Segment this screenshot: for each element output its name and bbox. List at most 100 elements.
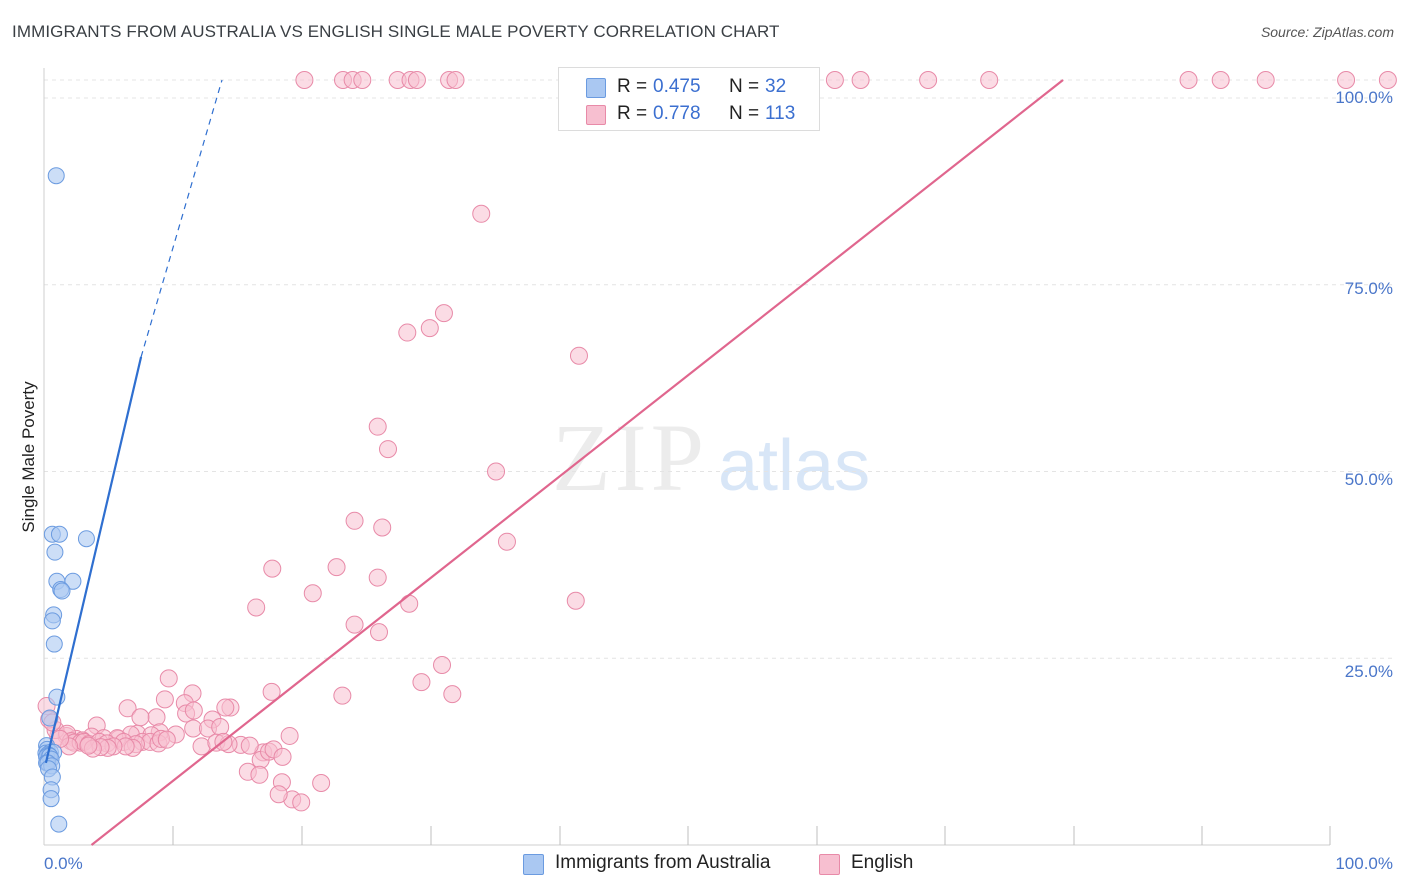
legend-n-label: N = (729, 76, 760, 97)
stats-legend: R = 0.475 N = 32 R = 0.778 N = 113 (558, 67, 820, 131)
english-point (184, 701, 203, 720)
english-point (216, 698, 235, 717)
english-point (1211, 71, 1230, 89)
english-point (1256, 71, 1275, 89)
australia-point (41, 709, 59, 727)
legend-row-english: R = 0.778 N = 113 (559, 100, 819, 128)
english-point (851, 71, 870, 89)
english-point (569, 346, 588, 365)
english-trend-line (90, 79, 1064, 846)
english-point (263, 559, 282, 578)
english-point (157, 730, 176, 749)
legend-row-australia: R = 0.475 N = 32 (559, 73, 819, 101)
english-point (273, 747, 292, 766)
legend-swatch-english (586, 105, 606, 125)
english-point (919, 71, 938, 89)
x-tick-label-max: 100.0% (1335, 854, 1393, 873)
australia-point (46, 543, 64, 561)
english-point (247, 598, 266, 617)
australia-point (43, 612, 61, 630)
english-point (487, 462, 506, 481)
english-point (433, 655, 452, 674)
english-point (379, 440, 398, 459)
english-point (269, 785, 288, 804)
legend-n-label: N = (729, 103, 760, 124)
english-point (345, 615, 364, 634)
english-point (825, 71, 844, 89)
australia-point (50, 815, 68, 833)
english-point (472, 204, 491, 223)
english-point (250, 765, 269, 784)
english-point (407, 71, 426, 89)
australia-points (37, 167, 95, 833)
watermark: ZIP atlas (552, 404, 870, 511)
watermark-atlas: atlas (718, 426, 870, 506)
english-point (373, 518, 392, 537)
english-point (79, 736, 98, 755)
english-point (497, 532, 516, 551)
english-point (446, 71, 465, 89)
english-points (37, 71, 1397, 812)
legend-r-label: R = (617, 76, 648, 97)
english-point (159, 669, 178, 688)
series-swatch-english (819, 854, 840, 875)
australia-point (64, 572, 82, 590)
english-point (292, 793, 311, 812)
english-point (211, 717, 230, 736)
english-point (131, 708, 150, 727)
english-point (327, 558, 346, 577)
english-point (1378, 71, 1397, 89)
english-point (155, 690, 174, 709)
x-tick-label-min: 0.0% (44, 854, 83, 873)
english-point (420, 319, 439, 338)
english-point (566, 591, 585, 610)
english-point (240, 736, 259, 755)
series-label-australia: Immigrants from Australia (555, 852, 771, 873)
english-point (368, 417, 387, 436)
y-tick-label-100: 100.0% (1335, 88, 1393, 107)
english-point (118, 699, 137, 718)
english-point (295, 71, 314, 89)
y-axis-label: Single Male Poverty (19, 381, 38, 533)
english-point (303, 584, 322, 603)
australia-point (45, 635, 63, 653)
english-point (400, 594, 419, 613)
english-point (368, 568, 387, 587)
legend-r-value: 0.475 (653, 76, 701, 97)
tick-labels: 0.0% 100.0% 25.0% 50.0% 75.0% 100.0% (44, 88, 1393, 873)
y-tick-label-75: 75.0% (1345, 279, 1393, 298)
australia-point (77, 530, 95, 548)
series-label-english: English (851, 852, 914, 873)
english-point (412, 673, 431, 692)
english-point (280, 726, 299, 745)
english-point (370, 623, 389, 642)
english-point (443, 685, 462, 704)
australia-point (53, 582, 71, 600)
legend-swatch-australia (586, 78, 606, 98)
australia-point (50, 525, 68, 543)
english-point (147, 708, 166, 727)
trend-lines (44, 79, 1064, 846)
series-legend: Immigrants from Australia English (0, 852, 1406, 878)
legend-n-value: 113 (765, 103, 796, 124)
australia-trend-line (44, 356, 143, 764)
grid (44, 79, 1393, 659)
series-swatch-australia (523, 854, 544, 875)
english-point (398, 323, 417, 342)
english-point (312, 773, 331, 792)
y-tick-label-25: 25.0% (1345, 662, 1393, 681)
english-point (345, 511, 364, 530)
legend-n-value: 32 (765, 76, 787, 97)
legend-r-value: 0.778 (653, 103, 701, 124)
australia-trend-extension (140, 79, 223, 358)
chart-title: IMMIGRANTS FROM AUSTRALIA VS ENGLISH SIN… (12, 22, 780, 41)
english-point (434, 304, 453, 323)
english-point (980, 71, 999, 89)
y-tick-label-50: 50.0% (1345, 470, 1393, 489)
australia-point (42, 790, 60, 808)
english-point (333, 686, 352, 705)
english-point (1337, 71, 1356, 89)
australia-point (47, 167, 65, 185)
english-point (1179, 71, 1198, 89)
